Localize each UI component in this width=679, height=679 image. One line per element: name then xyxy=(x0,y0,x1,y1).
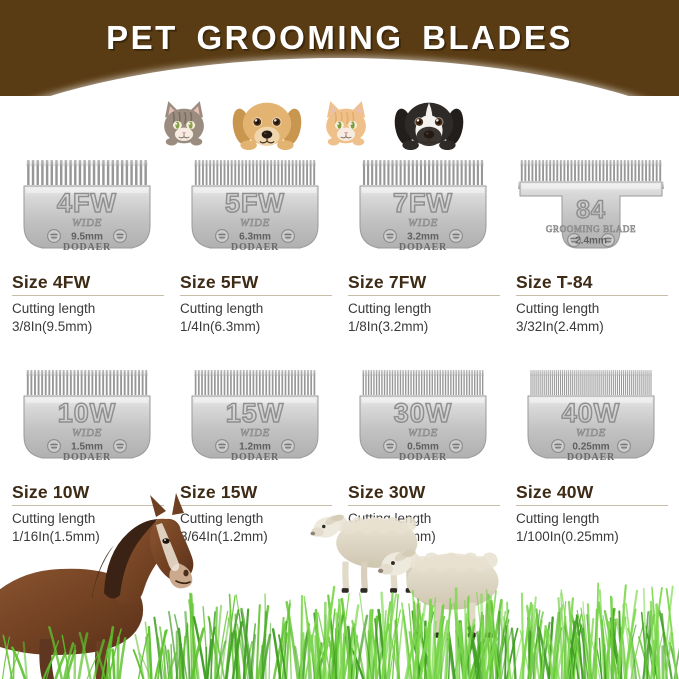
svg-text:84: 84 xyxy=(576,196,606,224)
cutting-length-value: 3/32In(2.4mm) xyxy=(516,318,672,336)
svg-text:WIDE: WIDE xyxy=(240,217,270,229)
pet-face-gray-tabby-cat xyxy=(160,92,218,150)
blade-size-label: Size 5FW xyxy=(180,272,336,292)
svg-text:WIDE: WIDE xyxy=(240,427,270,439)
blade-size-label: Size 4FW xyxy=(12,272,168,292)
farm-animal-scene xyxy=(0,489,679,679)
cutting-length-value: 1/8In(3.2mm) xyxy=(348,318,504,336)
svg-text:15W: 15W xyxy=(226,398,285,428)
svg-text:GROOMING BLADE: GROOMING BLADE xyxy=(546,224,636,234)
svg-text:7FW: 7FW xyxy=(393,188,453,218)
blade-card-T-84: 84 GROOMING BLADE 2.4mm Size T-84 Cutting le… xyxy=(512,152,672,335)
svg-text:9.5mm: 9.5mm xyxy=(71,231,103,242)
svg-text:0.25mm: 0.25mm xyxy=(572,441,609,452)
blade-caption-4FW: Size 4FW Cutting length 3/8In(9.5mm) xyxy=(8,272,168,335)
cutting-length-value: 3/8In(9.5mm) xyxy=(12,318,168,336)
cutting-length-label: Cutting length xyxy=(348,300,504,318)
blade-image-5FW: 5FW WIDE 6.3mm DODAER xyxy=(176,152,336,272)
svg-text:0.5mm: 0.5mm xyxy=(407,441,439,452)
blade-caption-7FW: Size 7FW Cutting length 1/8In(3.2mm) xyxy=(344,272,504,335)
svg-text:DODAER: DODAER xyxy=(63,242,111,253)
svg-text:DODAER: DODAER xyxy=(567,452,615,463)
blade-card-7FW: 7FW WIDE 3.2mm DODAER Size 7FW Cutting length… xyxy=(344,152,504,335)
svg-text:2.4mm: 2.4mm xyxy=(575,235,607,246)
svg-text:DODAER: DODAER xyxy=(399,242,447,253)
pet-faces-strip xyxy=(160,92,480,150)
infographic-page: PET GROOMING BLADES 4FW WIDE 9.5mm DODAER Si… xyxy=(0,0,679,679)
svg-text:10W: 10W xyxy=(58,398,117,428)
blade-image-40W: 40W WIDE 0.25mm DODAER xyxy=(512,362,672,482)
svg-text:WIDE: WIDE xyxy=(408,427,438,439)
blade-image-T-84: 84 GROOMING BLADE 2.4mm xyxy=(512,152,672,272)
svg-text:1.2mm: 1.2mm xyxy=(239,441,271,452)
svg-text:DODAER: DODAER xyxy=(399,452,447,463)
blade-image-30W: 30W WIDE 0.5mm DODAER xyxy=(344,362,504,482)
svg-text:40W: 40W xyxy=(562,398,621,428)
blade-image-7FW: 7FW WIDE 3.2mm DODAER xyxy=(344,152,504,272)
pet-face-black-white-border-collie xyxy=(394,92,464,150)
pet-face-golden-retriever-dog xyxy=(232,92,302,150)
svg-text:WIDE: WIDE xyxy=(576,427,606,439)
svg-text:WIDE: WIDE xyxy=(408,217,438,229)
svg-text:4FW: 4FW xyxy=(57,188,117,218)
blade-card-5FW: 5FW WIDE 6.3mm DODAER Size 5FW Cutting length… xyxy=(176,152,336,335)
blade-caption-5FW: Size 5FW Cutting length 1/4In(6.3mm) xyxy=(176,272,336,335)
svg-text:6.3mm: 6.3mm xyxy=(239,231,271,242)
cutting-length-label: Cutting length xyxy=(516,300,672,318)
caption-divider xyxy=(516,295,668,296)
svg-text:DODAER: DODAER xyxy=(231,242,279,253)
svg-text:WIDE: WIDE xyxy=(72,427,102,439)
svg-text:WIDE: WIDE xyxy=(72,217,102,229)
pet-face-orange-kitten xyxy=(322,92,380,150)
cutting-length-label: Cutting length xyxy=(180,300,336,318)
svg-text:DODAER: DODAER xyxy=(231,452,279,463)
blade-image-15W: 15W WIDE 1.2mm DODAER xyxy=(176,362,336,482)
caption-divider xyxy=(348,295,500,296)
blade-caption-T-84: Size T-84 Cutting length 3/32In(2.4mm) xyxy=(512,272,672,335)
caption-divider xyxy=(12,295,164,296)
blade-image-4FW: 4FW WIDE 9.5mm DODAER xyxy=(8,152,168,272)
svg-text:1.5mm: 1.5mm xyxy=(71,441,103,452)
blade-size-label: Size 7FW xyxy=(348,272,504,292)
caption-divider xyxy=(180,295,332,296)
cutting-length-label: Cutting length xyxy=(12,300,168,318)
page-title: PET GROOMING BLADES xyxy=(0,19,679,57)
blade-image-10W: 10W WIDE 1.5mm DODAER xyxy=(8,362,168,482)
cutting-length-value: 1/4In(6.3mm) xyxy=(180,318,336,336)
blade-size-label: Size T-84 xyxy=(516,272,672,292)
svg-text:3.2mm: 3.2mm xyxy=(407,231,439,242)
svg-text:5FW: 5FW xyxy=(225,188,285,218)
blade-card-4FW: 4FW WIDE 9.5mm DODAER Size 4FW Cutting length… xyxy=(8,152,168,335)
svg-text:DODAER: DODAER xyxy=(63,452,111,463)
svg-text:30W: 30W xyxy=(394,398,453,428)
header-arc-shape xyxy=(0,58,679,96)
